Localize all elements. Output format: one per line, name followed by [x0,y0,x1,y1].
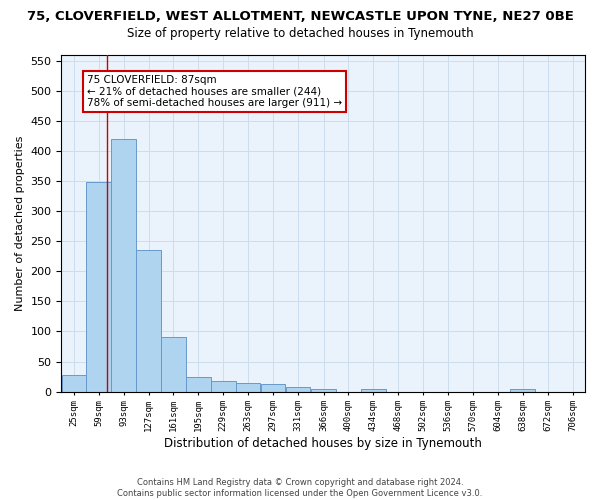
Bar [112,139,136,392]
Bar [211,380,236,392]
Bar [511,388,535,392]
Bar [286,388,310,392]
Text: 75, CLOVERFIELD, WEST ALLOTMENT, NEWCASTLE UPON TYNE, NE27 0BE: 75, CLOVERFIELD, WEST ALLOTMENT, NEWCAST… [26,10,574,23]
Y-axis label: Number of detached properties: Number of detached properties [15,136,25,311]
Bar [62,374,86,392]
Bar [261,384,286,392]
Bar [361,388,386,392]
Bar [236,383,260,392]
Text: 75 CLOVERFIELD: 87sqm
← 21% of detached houses are smaller (244)
78% of semi-det: 75 CLOVERFIELD: 87sqm ← 21% of detached … [87,75,342,108]
Bar [161,338,186,392]
X-axis label: Distribution of detached houses by size in Tynemouth: Distribution of detached houses by size … [164,437,482,450]
Bar [311,388,336,392]
Bar [86,182,111,392]
Bar [186,377,211,392]
Bar [136,250,161,392]
Text: Size of property relative to detached houses in Tynemouth: Size of property relative to detached ho… [127,28,473,40]
Text: Contains HM Land Registry data © Crown copyright and database right 2024.
Contai: Contains HM Land Registry data © Crown c… [118,478,482,498]
